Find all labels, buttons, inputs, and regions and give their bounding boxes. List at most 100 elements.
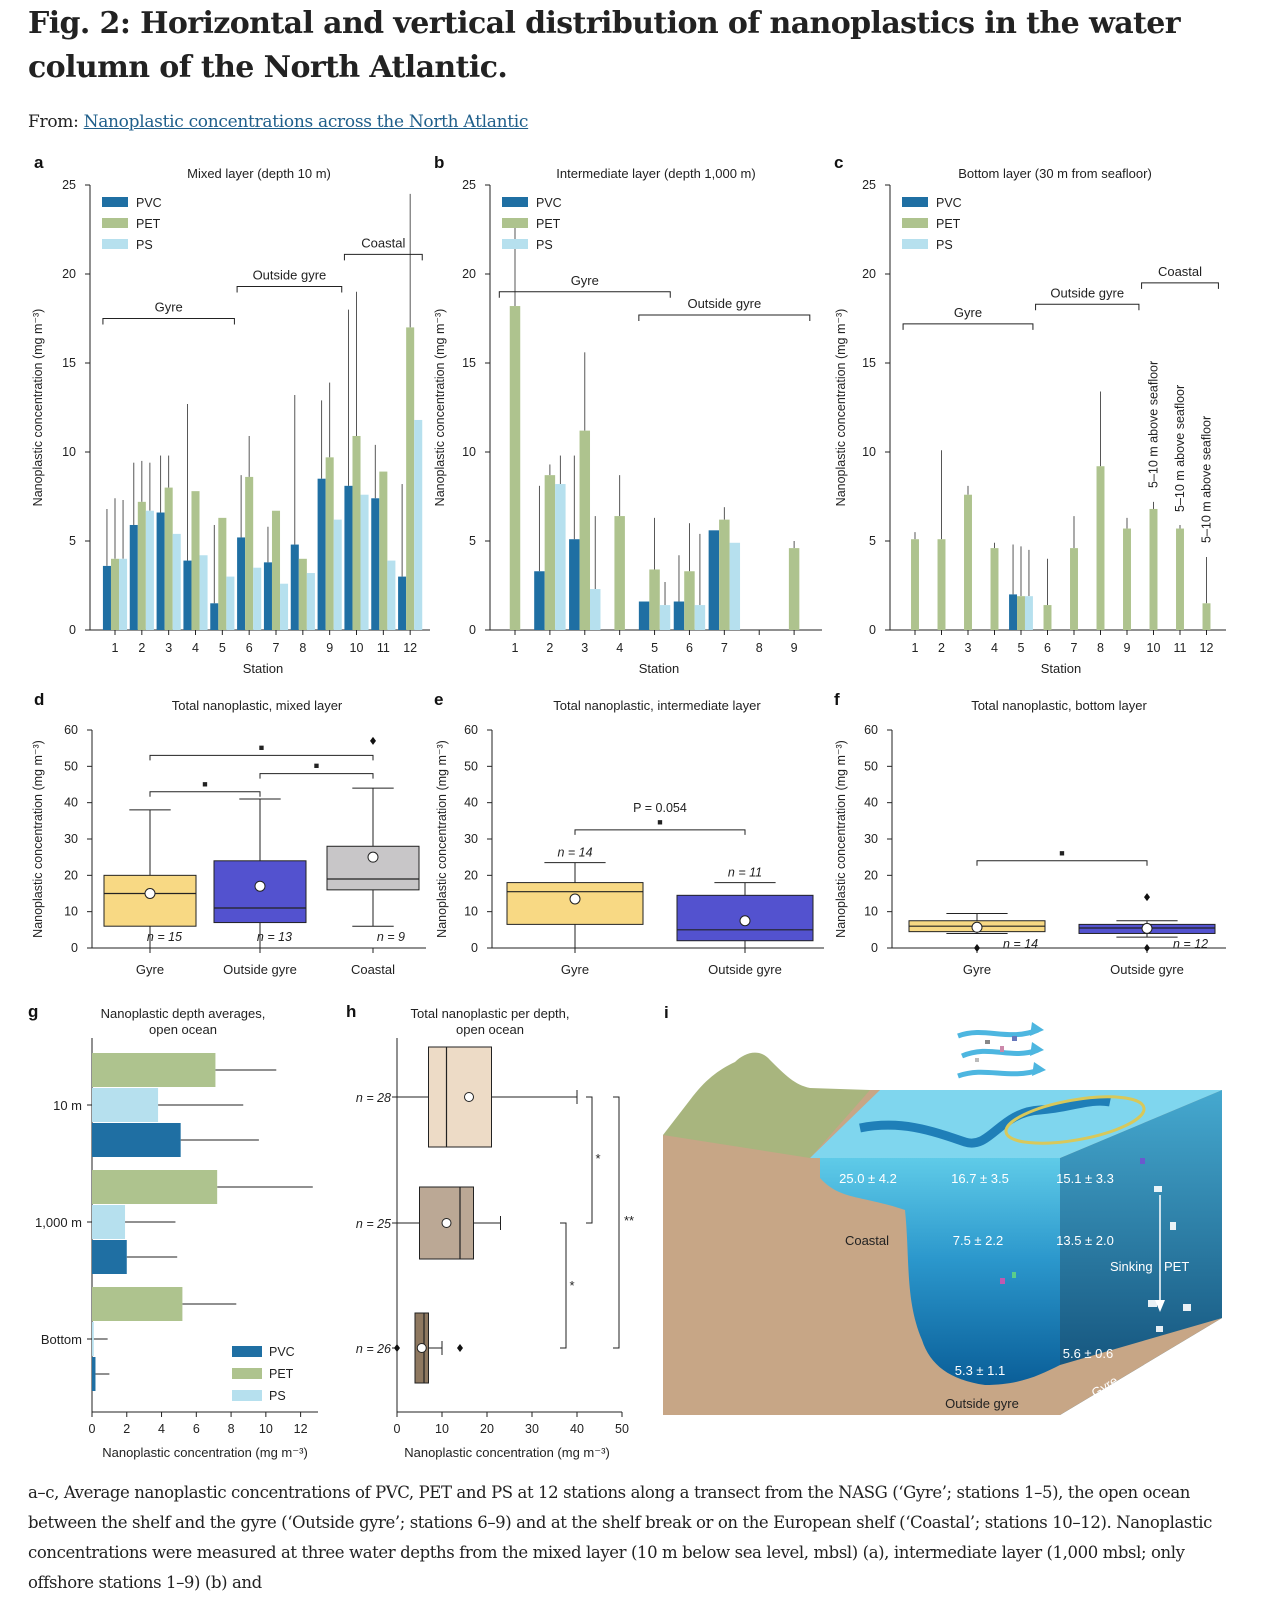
bar-pvc (638, 601, 650, 630)
legend-label: PET (269, 1367, 294, 1381)
chart-title: Bottom layer (30 m from seafloor) (958, 166, 1152, 181)
x-tick-label: 7 (273, 641, 280, 655)
bar-ps (172, 533, 181, 630)
legend-swatch-pet (902, 218, 928, 228)
x-tick-label: 10 (350, 641, 364, 655)
outside-surface-value: 16.7 ± 3.5 (951, 1171, 1009, 1186)
bar-pet (92, 1170, 218, 1204)
outside-bottom-value: 5.3 ± 1.1 (955, 1363, 1006, 1378)
bar-pet (92, 1053, 216, 1087)
x-tick-label: 0 (394, 1422, 401, 1436)
bar-pet (271, 510, 281, 630)
group-bracket (102, 318, 235, 325)
x-tick-label: 1 (112, 641, 119, 655)
bar-pet (1149, 508, 1158, 630)
panel-letter-b: b (434, 153, 444, 172)
y-tick-label: 25 (62, 178, 76, 192)
x-tick-label: 3 (965, 641, 972, 655)
sample-size-label: n = 28 (356, 1091, 391, 1105)
y-tick-label: 20 (864, 868, 878, 882)
bar-ps (253, 567, 262, 630)
box (428, 1046, 492, 1148)
x-axis-label: Station (243, 661, 283, 676)
mean-marker (971, 921, 983, 933)
x-tick-label: 10 (1147, 641, 1161, 655)
sample-size-label: n = 14 (557, 846, 592, 860)
bar-ps (333, 519, 342, 630)
current-flow (859, 1096, 1111, 1148)
x-axis-label: Station (639, 661, 679, 676)
significance-marker: * (595, 1151, 600, 1166)
mean-marker (441, 1218, 452, 1228)
bar-pet (1043, 605, 1052, 630)
bar-pet (191, 491, 200, 630)
x-tick-label: 6 (193, 1422, 200, 1436)
sample-size-label: n = 25 (356, 1217, 391, 1231)
y-tick-label: 20 (62, 267, 76, 281)
y-axis-label: Nanoplastic concentration (mg m⁻³) (31, 740, 45, 938)
chart-title: open ocean (149, 1022, 217, 1037)
figure-caption: a–c, Average nanoplastic concentrations … (28, 1483, 1212, 1592)
significance-marker: ** (624, 1213, 634, 1228)
y-tick-label: Bottom (41, 1332, 82, 1347)
y-tick-label: 0 (869, 623, 876, 637)
bar-pet (788, 548, 800, 630)
bar-pet (990, 548, 999, 630)
x-tick-label: 8 (299, 641, 306, 655)
bar-ps (145, 510, 154, 630)
source-line: From: Nanoplastic concentrations across … (28, 112, 528, 132)
x-tick-label: 2 (546, 641, 553, 655)
bar-pet (406, 327, 415, 630)
bar-pvc (92, 1240, 127, 1274)
outlier-marker (370, 736, 376, 745)
x-tick-label: 40 (570, 1422, 584, 1436)
x-tick-label: 8 (228, 1422, 235, 1436)
legend-swatch-pvc (102, 197, 128, 207)
legend-label: PET (136, 217, 161, 231)
bar-pet (137, 501, 146, 630)
y-tick-label: 20 (462, 267, 476, 281)
ocean-surface (810, 1090, 1222, 1158)
source-article-link[interactable]: Nanoplastic concentrations across the No… (83, 112, 529, 132)
legend-label: PVC (269, 1345, 295, 1359)
x-tick-label: 4 (991, 641, 998, 655)
bar-pet (1017, 596, 1025, 630)
figure-title: Fig. 2: Horizontal and vertical distribu… (28, 6, 1181, 85)
bar-pvc (92, 1123, 181, 1157)
x-tick-label: 9 (1124, 641, 1131, 655)
seafloor-annotation: 5–10 m above seafloor (1147, 361, 1161, 488)
legend-label: PS (269, 1389, 286, 1403)
y-tick-label: 60 (464, 723, 478, 737)
ocean-front-face (820, 1158, 1060, 1385)
bar-pet (218, 517, 227, 630)
bar-pet (1096, 466, 1105, 630)
gyre-bottom-value: 5.6 ± 0.6 (1063, 1346, 1114, 1361)
x-tick-label: Gyre (561, 962, 589, 977)
bar-pet (110, 558, 120, 630)
panel-letter-d: d (34, 690, 44, 709)
x-tick-label: 2 (938, 641, 945, 655)
y-axis-label: Nanoplastic concentration (mg m⁻³) (834, 740, 848, 938)
y-tick-label: 30 (464, 832, 478, 846)
legend-label: PET (936, 217, 961, 231)
figure-panels: i 25.0 ± 4.2 (28, 153, 1226, 1460)
y-tick-label: 10 (62, 445, 76, 459)
bar-pet (544, 475, 556, 630)
bar-pet (325, 457, 334, 630)
x-tick-label: 12 (1200, 641, 1214, 655)
bar-pet (1070, 548, 1078, 630)
chart-title: Intermediate layer (depth 1,000 m) (556, 166, 755, 181)
bar-ps (590, 589, 601, 630)
x-tick-label: Gyre (963, 962, 991, 977)
group-bracket (343, 253, 423, 261)
coastal-surface-value: 25.0 ± 4.2 (839, 1171, 897, 1186)
y-tick-label: 50 (864, 759, 878, 773)
mean-marker (416, 1343, 427, 1353)
bar-pet (684, 571, 695, 630)
bar-pvc (237, 537, 246, 630)
significance-bracket (574, 829, 746, 835)
y-axis-label: Nanoplastic concentration (mg m⁻³) (435, 740, 449, 938)
bar-pvc (102, 565, 111, 630)
bar-pet (1176, 528, 1184, 630)
bar-ps (414, 419, 423, 630)
